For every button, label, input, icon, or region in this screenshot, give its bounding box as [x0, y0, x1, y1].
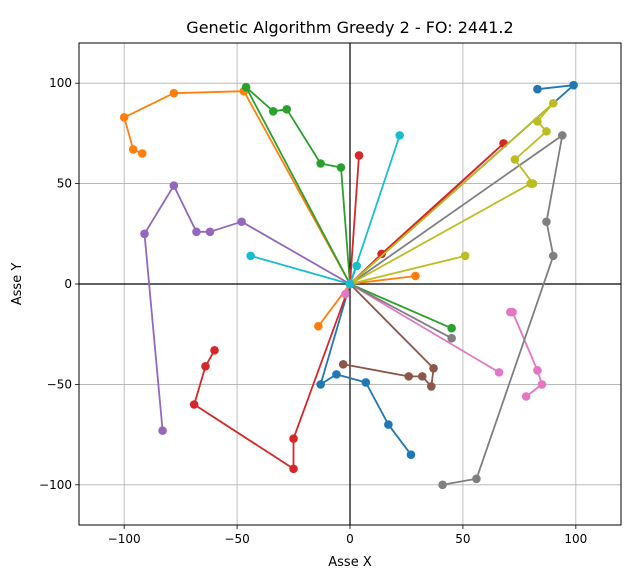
- data-point: [557, 131, 567, 140]
- data-point: [526, 179, 535, 188]
- ticks: −100 −50 0 50 100 −100 −50 0 50 100: [39, 76, 587, 546]
- data-point: [169, 88, 179, 98]
- data-point: [537, 380, 547, 389]
- data-point: [332, 370, 341, 379]
- data-point: [472, 474, 481, 484]
- series-line: [349, 283, 452, 330]
- data-point: [417, 372, 427, 381]
- data-point: [189, 400, 199, 409]
- data-point: [119, 113, 129, 122]
- y-tick-label: 50: [57, 177, 72, 191]
- data-point: [508, 307, 517, 317]
- data-point: [447, 333, 456, 343]
- data-point: [205, 227, 215, 237]
- x-axis-title: Asse X: [328, 555, 372, 570]
- data-point: [494, 368, 504, 377]
- data-point: [354, 151, 364, 160]
- series-line: [349, 134, 564, 486]
- data-point: [542, 217, 551, 227]
- y-axis-title: Asse Y: [10, 263, 25, 306]
- data-point: [140, 229, 149, 239]
- data-point: [128, 145, 138, 154]
- series-line: [343, 283, 435, 388]
- series-3: [119, 86, 355, 289]
- data-point: [510, 155, 520, 164]
- data-point: [314, 321, 323, 331]
- data-point: [427, 382, 436, 391]
- data-point: [338, 360, 348, 369]
- data-point: [316, 380, 325, 389]
- data-point: [345, 279, 355, 289]
- data-point: [268, 106, 278, 116]
- data-point: [377, 249, 386, 259]
- data-point: [352, 261, 362, 271]
- series-line: [349, 255, 466, 285]
- data-point: [336, 163, 346, 172]
- data-point: [237, 217, 246, 227]
- data-point: [201, 362, 210, 371]
- data-point: [289, 464, 298, 474]
- data-point: [192, 227, 201, 237]
- data-point: [158, 426, 167, 435]
- y-tick-label: 100: [49, 76, 72, 90]
- data-point: [533, 84, 542, 94]
- data-point: [569, 80, 578, 90]
- chart-title: Genetic Algorithm Greedy 2 - FO: 2441.2: [186, 18, 513, 37]
- x-tick-label: −50: [224, 532, 249, 546]
- y-tick-label: 0: [64, 277, 72, 291]
- data-point: [429, 364, 438, 373]
- data-point: [406, 450, 416, 460]
- data-point: [361, 378, 371, 387]
- x-tick-label: 50: [455, 532, 470, 546]
- data-point: [282, 104, 292, 114]
- data-point: [210, 345, 219, 355]
- x-tick-label: −100: [108, 532, 141, 546]
- data-point: [548, 251, 558, 261]
- y-tick-label: −50: [47, 377, 72, 391]
- data-point: [137, 149, 147, 158]
- series-line: [319, 283, 412, 456]
- series-18: [345, 261, 362, 289]
- data-point: [169, 181, 179, 190]
- data-point: [411, 271, 420, 281]
- data-point: [341, 289, 350, 299]
- data-point: [533, 117, 542, 126]
- x-tick-label: 100: [564, 532, 587, 546]
- x-tick-label: 0: [346, 532, 354, 546]
- data-point: [395, 131, 404, 140]
- data-point: [533, 366, 542, 375]
- series-8: [189, 279, 355, 474]
- data-point: [438, 480, 447, 490]
- series-12: [506, 307, 547, 401]
- y-tick-label: −100: [39, 478, 72, 492]
- data-point: [241, 82, 251, 92]
- data-point: [316, 159, 325, 168]
- data-point: [521, 392, 531, 401]
- data-point: [384, 420, 393, 429]
- data-point: [548, 98, 558, 108]
- data-point: [447, 323, 456, 333]
- data-point: [542, 127, 551, 136]
- data-point: [289, 434, 298, 443]
- data-point: [460, 251, 470, 261]
- data-point: [246, 251, 255, 261]
- data-point: [404, 372, 414, 381]
- series-line: [349, 283, 453, 339]
- series-group: [119, 80, 578, 490]
